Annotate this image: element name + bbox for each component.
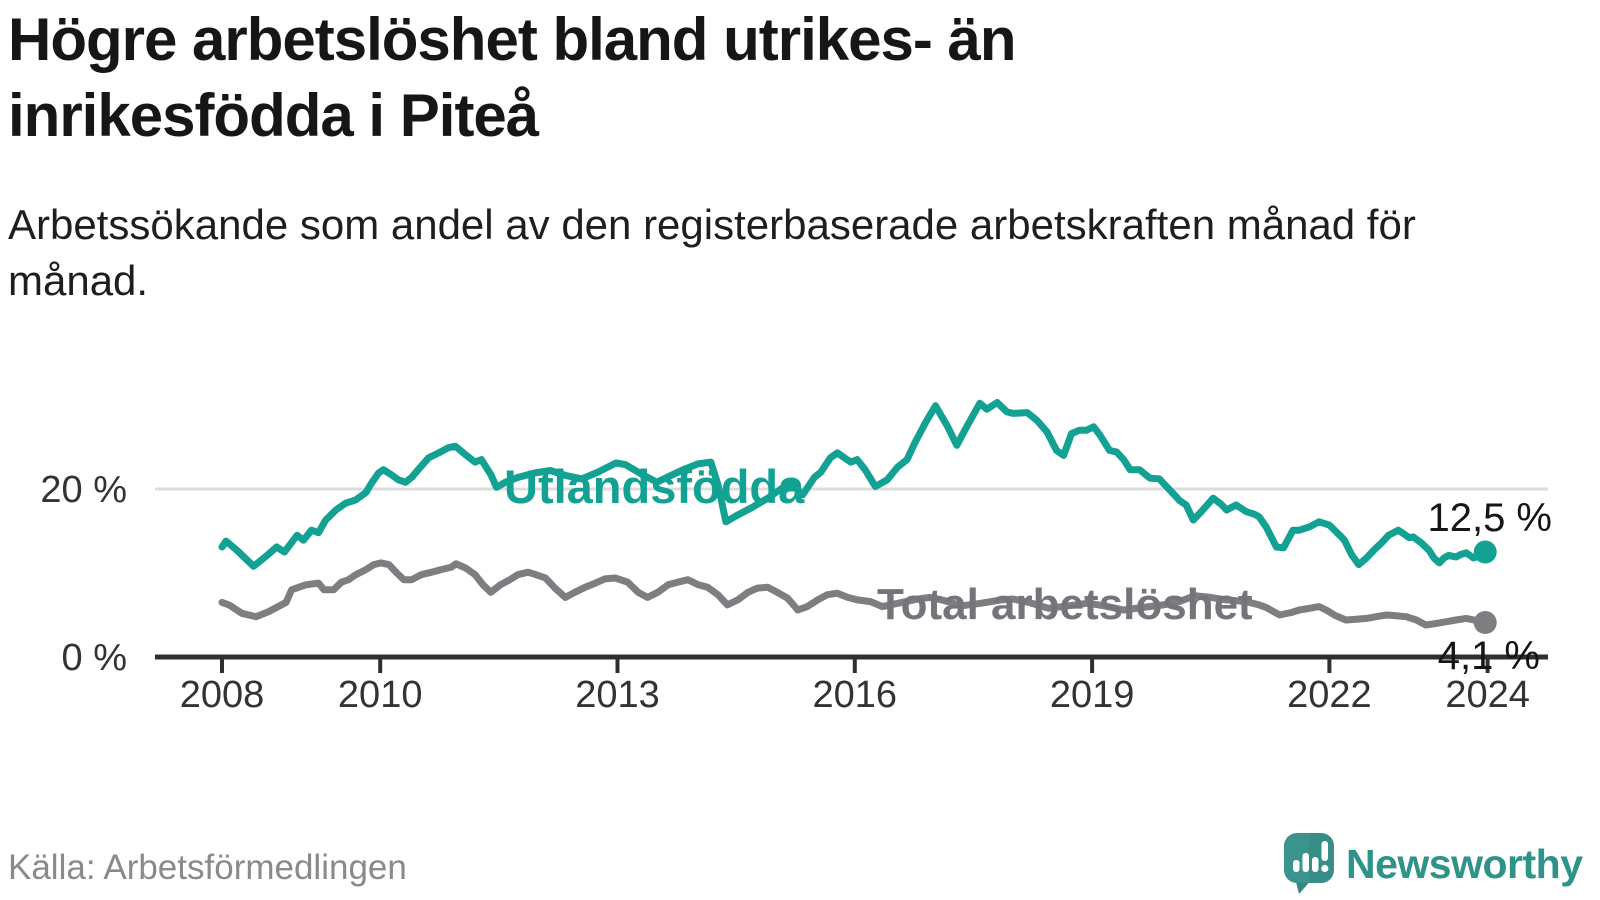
series-end-dot-0 [1473, 540, 1497, 564]
source-text: Källa: Arbetsförmedlingen [8, 848, 407, 887]
series-line-1 [218, 559, 1489, 629]
x-tick-label: 2010 [338, 674, 423, 716]
series-line-0 [218, 399, 1489, 570]
newsworthy-logo-svg: Newsworthy [1284, 833, 1584, 894]
x-tick-label: 2013 [575, 674, 660, 716]
x-tick-label: 2022 [1287, 674, 1372, 716]
page-title: Högre arbetslöshet bland utrikes- än inr… [8, 6, 1017, 149]
series-end-value-1: 4,1 % [1438, 634, 1540, 678]
x-tick-label: 2008 [180, 674, 265, 716]
series-end-value-0: 12,5 % [1427, 496, 1552, 540]
newsworthy-logo-text: Newsworthy [1346, 841, 1583, 887]
x-tick-label: 2016 [813, 674, 898, 716]
x-tick-label: 2024 [1445, 674, 1530, 716]
y-tick-label: 0 % [62, 637, 127, 679]
x-tick-label: 2019 [1050, 674, 1135, 716]
series-label-0: Utlandsfödda [504, 460, 805, 513]
y-tick-label: 20 % [40, 469, 127, 511]
chart-header: Högre arbetslöshet bland utrikes- än inr… [8, 2, 1568, 309]
speech-bubble-bar-chart-icon [1284, 833, 1334, 894]
series-label-1: Total arbetslöshet [877, 580, 1253, 629]
series-end-dot-1 [1473, 611, 1497, 635]
chart-subtitle: Arbetssökande som andel av den registerb… [8, 201, 1416, 305]
newsworthy-logo: Newsworthy [1282, 831, 1592, 895]
